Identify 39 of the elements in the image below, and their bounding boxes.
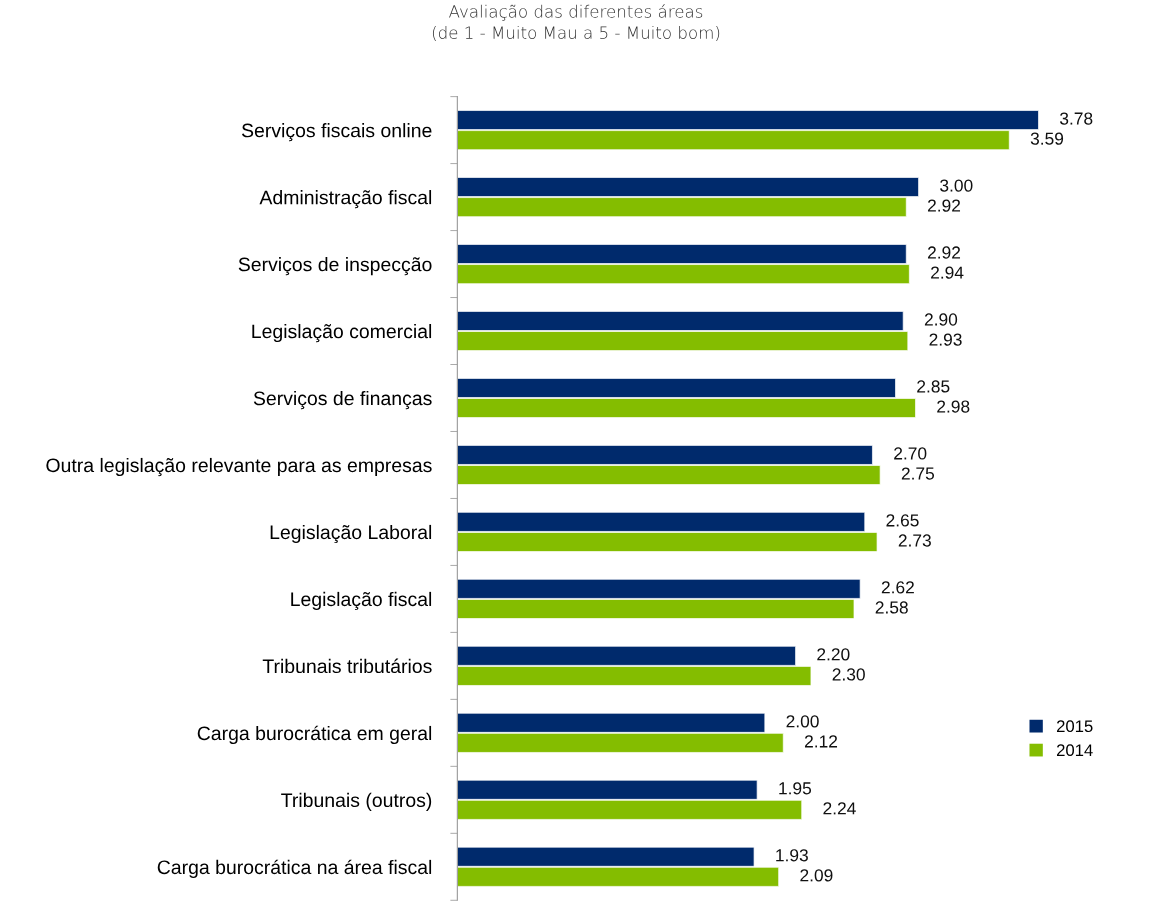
y-tick-label: Administração fiscal	[259, 190, 432, 209]
data-label: 2.98	[937, 400, 970, 413]
legend-label: 2015	[1056, 720, 1093, 733]
legend-label: 2014	[1056, 744, 1093, 757]
y-tick-label: Tribunais (outros)	[281, 792, 432, 811]
data-label: 2.30	[832, 668, 865, 681]
y-tick-label: Legislação comercial	[252, 323, 432, 343]
data-label: 3.00	[940, 179, 973, 192]
data-label: 2.65	[886, 514, 919, 527]
y-tick-label: Legislação Laboral	[270, 524, 432, 544]
data-label: 2.62	[881, 581, 914, 594]
y-tick-label: Carga burocrática em geral	[197, 725, 432, 745]
data-label: 2.85	[917, 380, 950, 393]
y-tick-label: Serviços de inspecção	[238, 257, 432, 276]
data-label: 2.58	[875, 601, 908, 614]
data-label: 2.93	[929, 333, 962, 346]
y-tick-label: Tribunais tributários	[262, 658, 432, 674]
data-label: 3.59	[1030, 132, 1064, 145]
y-tick-label: Legislação fiscal	[291, 591, 432, 611]
data-label: 2.24	[823, 802, 856, 815]
data-label: 2.94	[931, 266, 964, 279]
y-tick-label: Carga burocrática na área fiscal	[157, 859, 432, 878]
y-tick-label: Outra legislação relevante para as empresas	[46, 457, 432, 477]
y-tick-label: Serviços de finanças	[253, 390, 432, 410]
data-label: 2.73	[898, 534, 931, 547]
data-label: 2.20	[817, 648, 850, 661]
chart-title: Avaliação das diferentes áreas (de 1 - Muito Mau a 5 - Muito bom)	[432, 4, 720, 41]
data-label: 2.00	[786, 715, 819, 728]
data-label: 2.90	[924, 313, 958, 326]
data-label: 2.12	[804, 735, 838, 748]
data-label: 3.78	[1059, 112, 1093, 125]
data-label: 1.95	[779, 782, 812, 795]
y-tick-label: Serviços fiscais online	[241, 123, 432, 142]
data-label: 2.70	[894, 447, 927, 460]
data-label: 2.09	[800, 869, 833, 882]
data-label: 2.92	[927, 246, 961, 259]
data-label: 2.75	[901, 467, 935, 480]
data-label: 2.92	[927, 199, 961, 212]
data-label: 1.93	[776, 849, 808, 862]
